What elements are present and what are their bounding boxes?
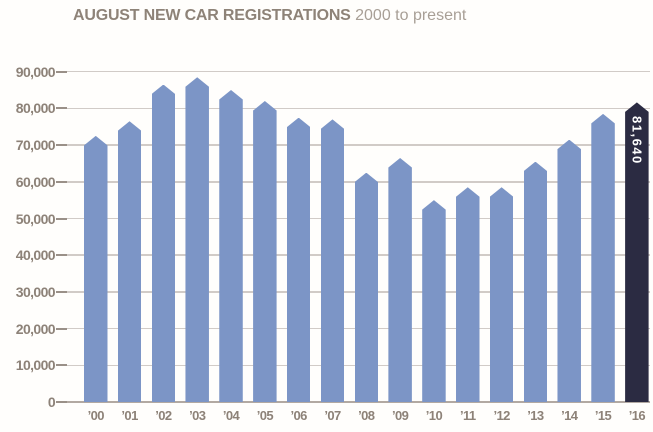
y-tick-mark bbox=[56, 327, 67, 330]
y-tick-mark bbox=[56, 107, 67, 110]
y-tick-label: 40,000 bbox=[15, 247, 56, 264]
bar bbox=[354, 172, 379, 402]
y-tick-mark bbox=[56, 401, 67, 403]
x-tick-label: ’16 bbox=[628, 408, 646, 423]
bar bbox=[523, 161, 548, 402]
gridline bbox=[67, 144, 650, 146]
x-axis-line bbox=[67, 401, 650, 403]
y-tick-label: 50,000 bbox=[15, 210, 56, 227]
x-tick-label: ’06 bbox=[290, 408, 308, 423]
bar-value-label-wrap: 81,640 bbox=[625, 116, 649, 165]
x-tick-label: ’10 bbox=[425, 408, 443, 423]
bar bbox=[117, 121, 142, 402]
y-tick-label: 70,000 bbox=[15, 137, 56, 154]
gridline bbox=[67, 70, 650, 73]
chart-title-main: AUGUST NEW CAR REGISTRATIONS bbox=[73, 7, 351, 24]
y-tick-label: 30,000 bbox=[15, 283, 56, 300]
x-tick-label: ’09 bbox=[391, 408, 409, 423]
bar bbox=[151, 84, 176, 402]
y-tick-label: 60,000 bbox=[15, 173, 56, 190]
x-tick-label: ’05 bbox=[256, 408, 274, 423]
bar bbox=[253, 101, 277, 402]
x-tick-label: ’07 bbox=[324, 408, 341, 423]
bar bbox=[320, 119, 345, 402]
y-tick-label: 80,000 bbox=[15, 100, 56, 117]
bar bbox=[286, 117, 311, 402]
x-tick-label: ’12 bbox=[493, 408, 510, 423]
bar bbox=[422, 200, 446, 402]
x-tick-label: ’11 bbox=[459, 408, 476, 423]
bar bbox=[557, 139, 581, 402]
bar bbox=[84, 135, 108, 402]
bar bbox=[388, 157, 412, 402]
y-tick-mark bbox=[56, 364, 67, 367]
y-tick-mark bbox=[56, 290, 67, 293]
x-tick-label: ’08 bbox=[358, 408, 375, 423]
bar-highlight-2016: 81,640 bbox=[625, 102, 649, 402]
x-tick-label: ’00 bbox=[87, 408, 105, 423]
y-tick-label: 20,000 bbox=[15, 320, 56, 337]
bar bbox=[489, 187, 514, 402]
y-tick-label: 0 bbox=[47, 394, 56, 410]
x-tick-label: ’02 bbox=[155, 408, 172, 423]
x-tick-label: ’03 bbox=[189, 408, 206, 423]
gridline bbox=[67, 107, 650, 110]
x-tick-label: ’04 bbox=[222, 408, 240, 423]
y-tick-mark bbox=[56, 217, 67, 220]
y-tick-mark bbox=[56, 144, 67, 147]
y-tick-label: 10,000 bbox=[15, 357, 56, 374]
y-tick-label: 90,000 bbox=[15, 63, 56, 80]
x-tick-label: ’14 bbox=[561, 408, 578, 423]
y-tick-mark bbox=[56, 180, 67, 183]
chart-title-subtitle: 2000 to present bbox=[355, 7, 467, 24]
y-tick-mark bbox=[56, 254, 67, 257]
bar bbox=[185, 77, 209, 402]
x-tick-label: ’15 bbox=[594, 408, 612, 423]
x-tick-label: ’13 bbox=[527, 408, 544, 423]
bar bbox=[456, 187, 480, 402]
chart-title: AUGUST NEW CAR REGISTRATIONS 2000 to pre… bbox=[73, 7, 466, 25]
bar bbox=[219, 90, 243, 402]
bar-value-label: 81,640 bbox=[629, 116, 645, 166]
x-tick-label: ’01 bbox=[121, 408, 138, 423]
y-tick-mark bbox=[56, 70, 67, 73]
bar bbox=[591, 113, 615, 402]
